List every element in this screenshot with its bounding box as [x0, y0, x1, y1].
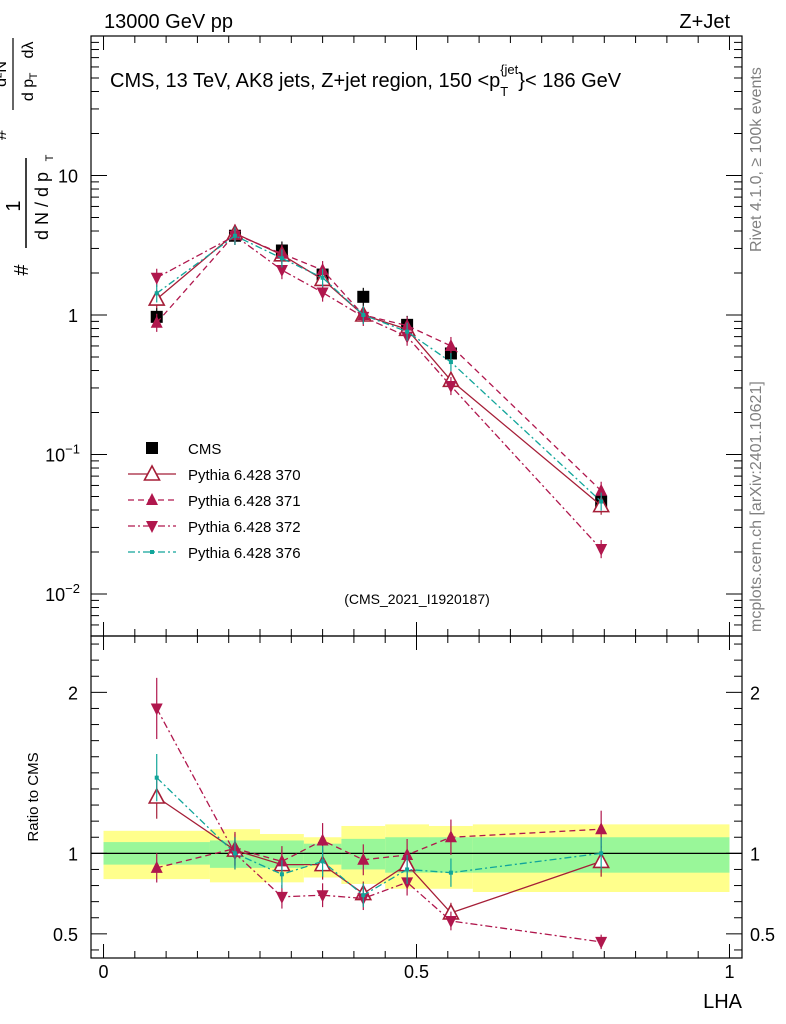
ylabel-hash: #: [11, 264, 33, 276]
ratio-marker-s3-p3: [320, 859, 325, 864]
main-marker-s3-p3: [316, 287, 329, 300]
process-label: Z+Jet: [679, 11, 730, 33]
ylabel-den2-sub: T: [28, 72, 40, 79]
rivet-version-label: Rivet 4.1.0, ≥ 100k events: [748, 67, 765, 252]
main-marker-s3-p6: [444, 380, 457, 393]
legend-marker-s0-p0: [146, 442, 158, 454]
ylabel-hash-top: #: [0, 130, 10, 140]
ratio-series-line-3: [156, 777, 602, 897]
x-axis-label: LHA: [703, 991, 743, 1013]
main-ytick-label: 1: [68, 306, 78, 326]
ratio-marker-s3-p4: [361, 893, 366, 898]
main-marker-s3-p2: [275, 265, 288, 278]
legend-marker-s4-p0: [150, 550, 154, 554]
ratio-marker-s2-p3: [316, 890, 329, 903]
main-marker-s0-p4: [357, 290, 370, 303]
main-ytick-exp: −2: [65, 581, 80, 596]
ratio-ytick-label-right: 0.5: [750, 925, 775, 945]
main-marker-s4-p6: [448, 360, 453, 365]
legend-label-1: Pythia 6.428 370: [188, 467, 301, 484]
ratio-panel: 0.5 0.5 1 1 2 2 0 0.5 1 LHA Ratio to CMS: [25, 635, 775, 1013]
legend-label-2: Pythia 6.428 371: [188, 493, 301, 510]
chart-title-end: }< 186 GeV: [518, 70, 622, 92]
ratio-frame: [90, 635, 743, 959]
main-ytick-base: 10: [58, 167, 78, 187]
ylabel-denom-sub: T: [44, 154, 56, 161]
ratio-xtick-label: 1: [724, 962, 734, 982]
ratio-y-axis-label: Ratio to CMS: [25, 752, 42, 841]
ylabel-one: 1: [3, 200, 25, 211]
ratio-ytick-label-left: 2: [68, 683, 78, 703]
chart-title-sup: {jet: [500, 62, 518, 77]
main-ytick-label: 10: [58, 167, 78, 187]
main-series-line-4: [156, 234, 602, 503]
ratio-marker-s1-p3: [316, 833, 329, 846]
ratio-marker-s3-p2: [279, 872, 284, 877]
mcplots-url-label: mcplots.cern.ch [arXiv:2401.10621]: [748, 381, 765, 632]
ratio-marker-s1-p6: [444, 830, 457, 843]
ratio-xtick-label: 0.5: [404, 962, 429, 982]
main-marker-s4-p0: [154, 291, 159, 296]
main-ytick-exp: −1: [65, 442, 80, 457]
chart-title-sub: T: [500, 84, 508, 99]
ratio-marker-s2-p6: [444, 915, 457, 928]
ratio-marker-s1-p0: [150, 860, 163, 873]
legend-marker-s2-p0: [146, 493, 158, 505]
ylabel-dlambda: dλ: [20, 42, 37, 59]
ratio-marker-s2-p0: [150, 703, 163, 716]
legend-label-0: CMS: [188, 441, 221, 458]
ratio-ytick-label-left: 1: [68, 844, 78, 864]
ratio-marker-s3-p6: [448, 870, 453, 875]
ratio-marker-s3-p1: [232, 851, 237, 856]
ratio-marker-s2-p7: [595, 936, 608, 949]
legend-label-3: Pythia 6.428 372: [188, 519, 301, 536]
main-marker-s3-p0: [150, 272, 163, 285]
main-marker-s4-p7: [599, 499, 604, 504]
main-ytick-label: 10−1: [45, 442, 80, 466]
main-ytick-base: 1: [68, 306, 78, 326]
ratio-marker-s3-p0: [154, 775, 159, 780]
main-marker-s4-p2: [279, 256, 284, 261]
main-marker-s4-p4: [361, 313, 366, 318]
chart-title-text: CMS, 13 TeV, AK8 jets, Z+jet region, 150…: [110, 70, 500, 92]
ylabel-den2: d p: [20, 79, 37, 101]
ratio-ytick-label-right: 2: [750, 683, 760, 703]
beam-label: 13000 GeV pp: [104, 11, 233, 33]
main-ytick-base: 10: [45, 585, 65, 605]
main-marker-s4-p1: [232, 233, 237, 238]
main-marker-s4-p3: [320, 275, 325, 280]
ylabel-denom: d N / d p: [32, 172, 52, 240]
legend-marker-s1-p0: [143, 464, 161, 481]
main-marker-s2-p6: [444, 338, 457, 351]
ratio-marker-s3-p7: [599, 851, 604, 856]
ratio-xtick-label: 0: [99, 962, 109, 982]
main-panel: CMS, 13 TeV, AK8 jets, Z+jet region, 150…: [0, 35, 743, 637]
ratio-series-line-1: [156, 828, 602, 869]
ylabel-numer: d²N: [0, 61, 10, 87]
main-marker-s3-p7: [595, 544, 608, 557]
ratio-marker-s1-p7: [595, 822, 608, 835]
chart-title: CMS, 13 TeV, AK8 jets, Z+jet region, 150…: [110, 62, 622, 99]
main-ytick-label: 10−2: [45, 581, 80, 605]
main-ytick-base: 10: [45, 446, 65, 466]
ratio-ytick-label-left: 0.5: [53, 925, 78, 945]
main-series-line-1: [156, 232, 602, 507]
main-marker-s4-p5: [405, 329, 410, 334]
ratio-marker-s1-p4: [357, 852, 370, 865]
main-series-line-2: [156, 233, 602, 492]
main-marker-s2-p7: [595, 483, 608, 496]
main-marker-s2-p0: [150, 315, 163, 328]
ratio-ytick-label-right: 1: [750, 844, 760, 864]
legend-label-4: Pythia 6.428 376: [188, 545, 301, 562]
ratio-marker-s3-p5: [405, 867, 410, 872]
ratio-marker-s1-p5: [401, 847, 414, 860]
ratio-series-line-2: [156, 708, 602, 943]
ratio-marker-s2-p2: [275, 891, 288, 904]
legend-marker-s3-p0: [146, 521, 158, 533]
analysis-id: (CMS_2021_I1920187): [344, 591, 490, 607]
